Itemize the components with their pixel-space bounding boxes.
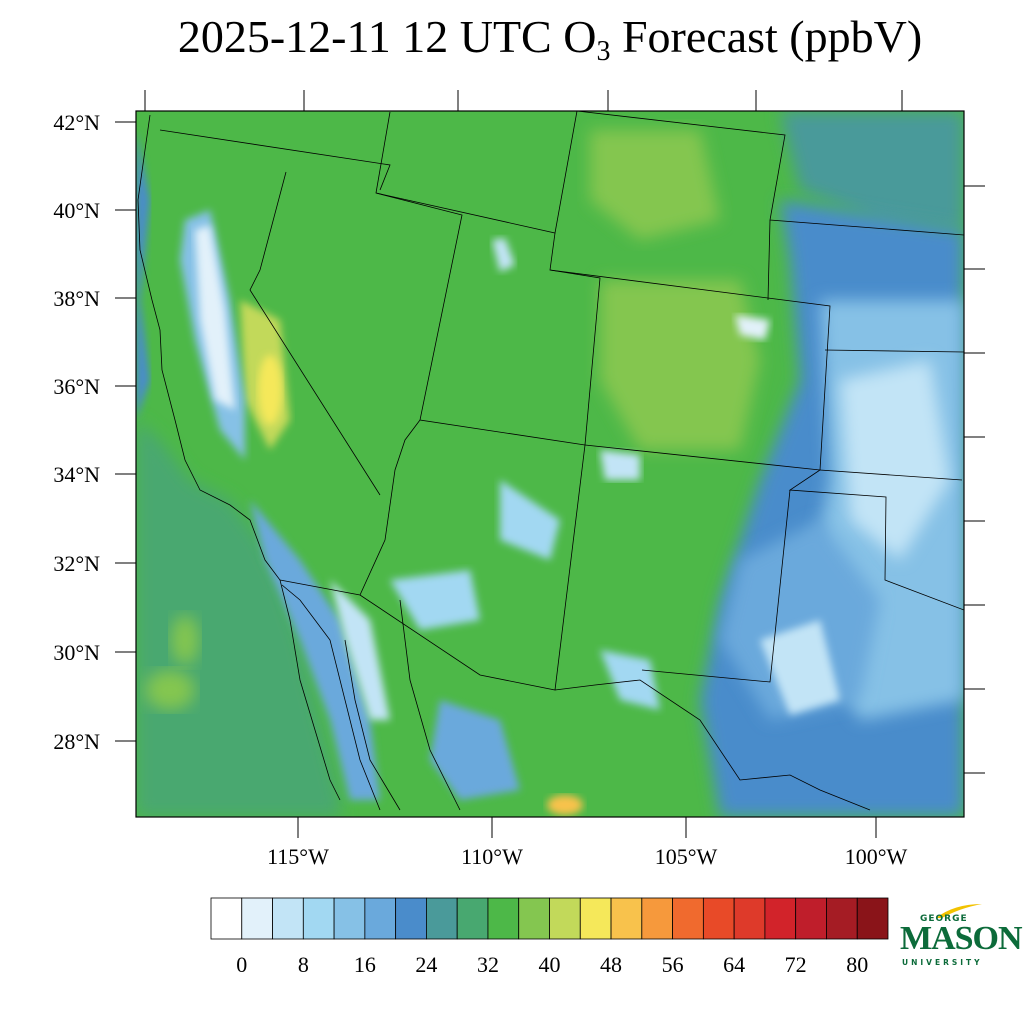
logo-swoosh-icon — [936, 904, 982, 918]
lat-label: 40°N — [53, 198, 100, 223]
lat-label: 34°N — [53, 462, 100, 487]
colorbar-label: 72 — [785, 952, 807, 977]
colorbar-label: 40 — [539, 952, 561, 977]
map-title: 2025-12-11 12 UTC O3 Forecast (ppbV) — [0, 10, 1024, 68]
lat-label: 38°N — [53, 286, 100, 311]
colorbar-swatch — [302, 897, 335, 940]
colorbar-swatch — [856, 897, 889, 940]
colorbar-label: 80 — [846, 952, 868, 977]
political-boundaries — [159, 111, 964, 811]
lon-label: 105°W — [655, 844, 718, 869]
colorbar-swatch — [641, 897, 673, 940]
colorbar-swatch — [210, 897, 243, 940]
title-main: 2025-12-11 12 UTC O — [177, 11, 597, 62]
colorbar-swatch — [333, 897, 366, 940]
colorbar-swatch — [456, 897, 489, 940]
colorbar-label: 32 — [477, 952, 499, 977]
map-frame — [135, 110, 965, 818]
colorbar-swatch — [272, 897, 304, 940]
logo-name-text: MASON — [900, 920, 1023, 957]
colorbar-label: 16 — [354, 952, 376, 977]
logo-bottom-text: UNIVERSITY — [902, 958, 983, 967]
lat-label: 32°N — [53, 551, 100, 576]
colorbar-swatch — [826, 897, 858, 940]
colorbar-swatch — [795, 897, 827, 940]
colorbar-swatch — [518, 897, 550, 940]
title-subscript: 3 — [596, 36, 611, 67]
lat-label: 28°N — [53, 729, 100, 754]
lon-label: 110°W — [461, 844, 523, 869]
colorbar-swatch — [610, 897, 643, 940]
colorbar-label: 24 — [415, 952, 437, 977]
latitude-labels: 42°N 40°N 38°N 36°N 34°N 32°N 30°N 28°N — [53, 110, 100, 754]
colorbar-label: 48 — [600, 952, 622, 977]
coastlines — [137, 114, 461, 811]
colorbar-swatch — [733, 897, 766, 940]
colorbar-label: 0 — [236, 952, 247, 977]
lon-label: 115°W — [267, 844, 329, 869]
lat-label: 42°N — [53, 110, 100, 135]
colorbar-label: 56 — [662, 952, 684, 977]
lat-label: 36°N — [53, 374, 100, 399]
colorbar-swatch — [487, 897, 520, 940]
lon-label: 100°W — [845, 844, 908, 869]
top-ticks — [144, 90, 903, 111]
right-ticks — [964, 185, 985, 774]
colorbar-swatch — [426, 897, 458, 940]
colorbar-swatch — [764, 897, 797, 940]
colorbar — [210, 897, 889, 940]
colorbar-swatch — [241, 897, 273, 940]
logo-top-text: GEORGE — [920, 914, 968, 924]
colorbar-swatch — [579, 897, 612, 940]
colorbar-labels: 0 8 16 24 32 40 48 56 64 72 80 — [236, 952, 868, 977]
colorbar-label: 64 — [723, 952, 745, 977]
longitude-labels: 115°W 110°W 105°W 100°W — [267, 844, 907, 869]
ozone-field — [136, 111, 964, 817]
colorbar-label: 8 — [298, 952, 309, 977]
george-mason-logo: GEORGE MASON UNIVERSITY — [896, 902, 1023, 972]
bottom-ticks — [297, 817, 877, 838]
colorbar-swatch — [672, 897, 704, 940]
title-suffix: Forecast (ppbV) — [610, 11, 923, 62]
colorbar-swatch — [702, 897, 735, 940]
colorbar-swatch — [364, 897, 397, 940]
colorbar-swatch — [549, 897, 581, 940]
colorbar-swatch — [395, 897, 427, 940]
left-ticks — [115, 121, 136, 742]
lat-label: 30°N — [53, 640, 100, 665]
